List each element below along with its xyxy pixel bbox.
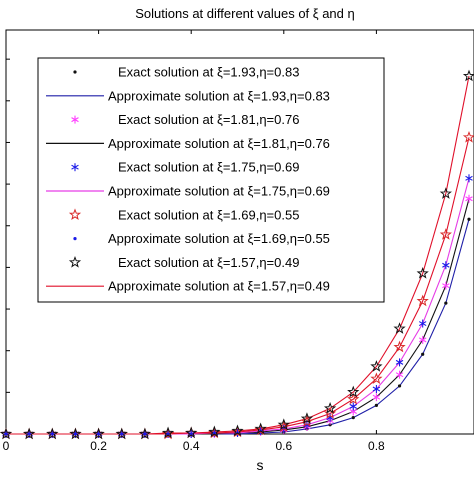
chart-title: Solutions at different values of ξ and η xyxy=(135,6,355,21)
series-marker xyxy=(374,403,378,407)
series-marker xyxy=(444,301,448,305)
series-marker xyxy=(462,130,474,143)
series-marker xyxy=(418,335,427,344)
legend-marker-symbol xyxy=(71,115,79,124)
x-tick-label: 0.8 xyxy=(368,439,385,453)
series-marker xyxy=(467,217,471,221)
series-marker xyxy=(351,416,355,420)
legend-label: Approximate solution at ξ=1.69,η=0.55 xyxy=(108,231,330,246)
series-marker xyxy=(370,360,383,372)
legend-label: Exact solution at ξ=1.93,η=0.83 xyxy=(118,65,299,80)
series-marker xyxy=(277,418,290,430)
series-marker xyxy=(465,194,473,203)
series-markers xyxy=(0,69,474,440)
series-marker xyxy=(92,427,105,440)
legend-label: Approximate solution at ξ=1.93,η=0.83 xyxy=(108,88,330,103)
marker-series xyxy=(0,69,474,440)
series-marker xyxy=(439,187,452,199)
legend-label: Exact solution at ξ=1.57,η=0.49 xyxy=(118,255,299,270)
legend-box xyxy=(37,57,385,303)
series-marker xyxy=(418,319,427,328)
legend-label: Exact solution at ξ=1.81,η=0.76 xyxy=(118,112,299,127)
series-marker xyxy=(421,352,425,356)
legend-label: Exact solution at ξ=1.69,η=0.55 xyxy=(118,207,299,222)
series-marker xyxy=(372,393,381,402)
series-marker xyxy=(370,372,383,384)
legend-label: Approximate solution at ξ=1.75,η=0.69 xyxy=(108,184,330,199)
series-marker xyxy=(393,322,406,334)
series-marker xyxy=(416,266,429,279)
x-tick-label: 0.2 xyxy=(90,439,107,453)
series-marker xyxy=(328,423,332,427)
series-marker xyxy=(185,426,198,439)
series-marker xyxy=(439,228,452,240)
legend-marker-symbol xyxy=(73,70,77,74)
series-marker xyxy=(465,174,473,183)
x-axis-label: s xyxy=(257,457,264,473)
series-marker xyxy=(395,358,404,367)
y-tick-marks xyxy=(6,58,10,393)
series-marker xyxy=(138,427,152,440)
series-marker xyxy=(300,415,314,427)
legend-label: Approximate solution at ξ=1.81,η=0.76 xyxy=(108,136,330,151)
series-marker xyxy=(300,412,314,424)
legend-label: Approximate solution at ξ=1.57,η=0.49 xyxy=(108,279,330,294)
series-marker xyxy=(393,340,406,353)
series-marker xyxy=(208,425,221,438)
series-marker xyxy=(395,370,404,379)
series-marker xyxy=(0,427,13,440)
series-marker xyxy=(323,407,337,419)
series-marker xyxy=(23,427,36,440)
series-marker xyxy=(277,420,290,433)
series-marker xyxy=(46,427,59,440)
series-marker xyxy=(347,385,360,398)
series-marker xyxy=(349,402,357,411)
legend-marker-symbol xyxy=(68,208,82,221)
series-marker xyxy=(462,69,474,82)
x-tick-label: 0.4 xyxy=(183,439,200,453)
legend-marker-symbol xyxy=(68,255,82,268)
series-marker xyxy=(397,384,402,388)
legend: Exact solution at ξ=1.93,η=0.83 Approxima… xyxy=(37,57,385,303)
legend-marker-symbol xyxy=(73,237,77,241)
series-marker xyxy=(347,392,360,405)
series-marker xyxy=(416,294,429,307)
x-tick-label: 0 xyxy=(3,439,10,453)
legend-marker-symbol xyxy=(71,163,79,172)
series-marker xyxy=(323,401,337,414)
series-marker xyxy=(442,261,450,270)
series-marker xyxy=(231,424,244,437)
series-marker xyxy=(372,384,381,393)
series-marker xyxy=(115,427,128,440)
legend-label: Exact solution at ξ=1.75,η=0.69 xyxy=(118,160,299,175)
series-marker xyxy=(69,427,82,440)
series-marker xyxy=(161,426,175,439)
series-marker xyxy=(442,281,450,290)
series-marker xyxy=(254,422,267,435)
x-tick-label: 0.6 xyxy=(275,439,292,453)
